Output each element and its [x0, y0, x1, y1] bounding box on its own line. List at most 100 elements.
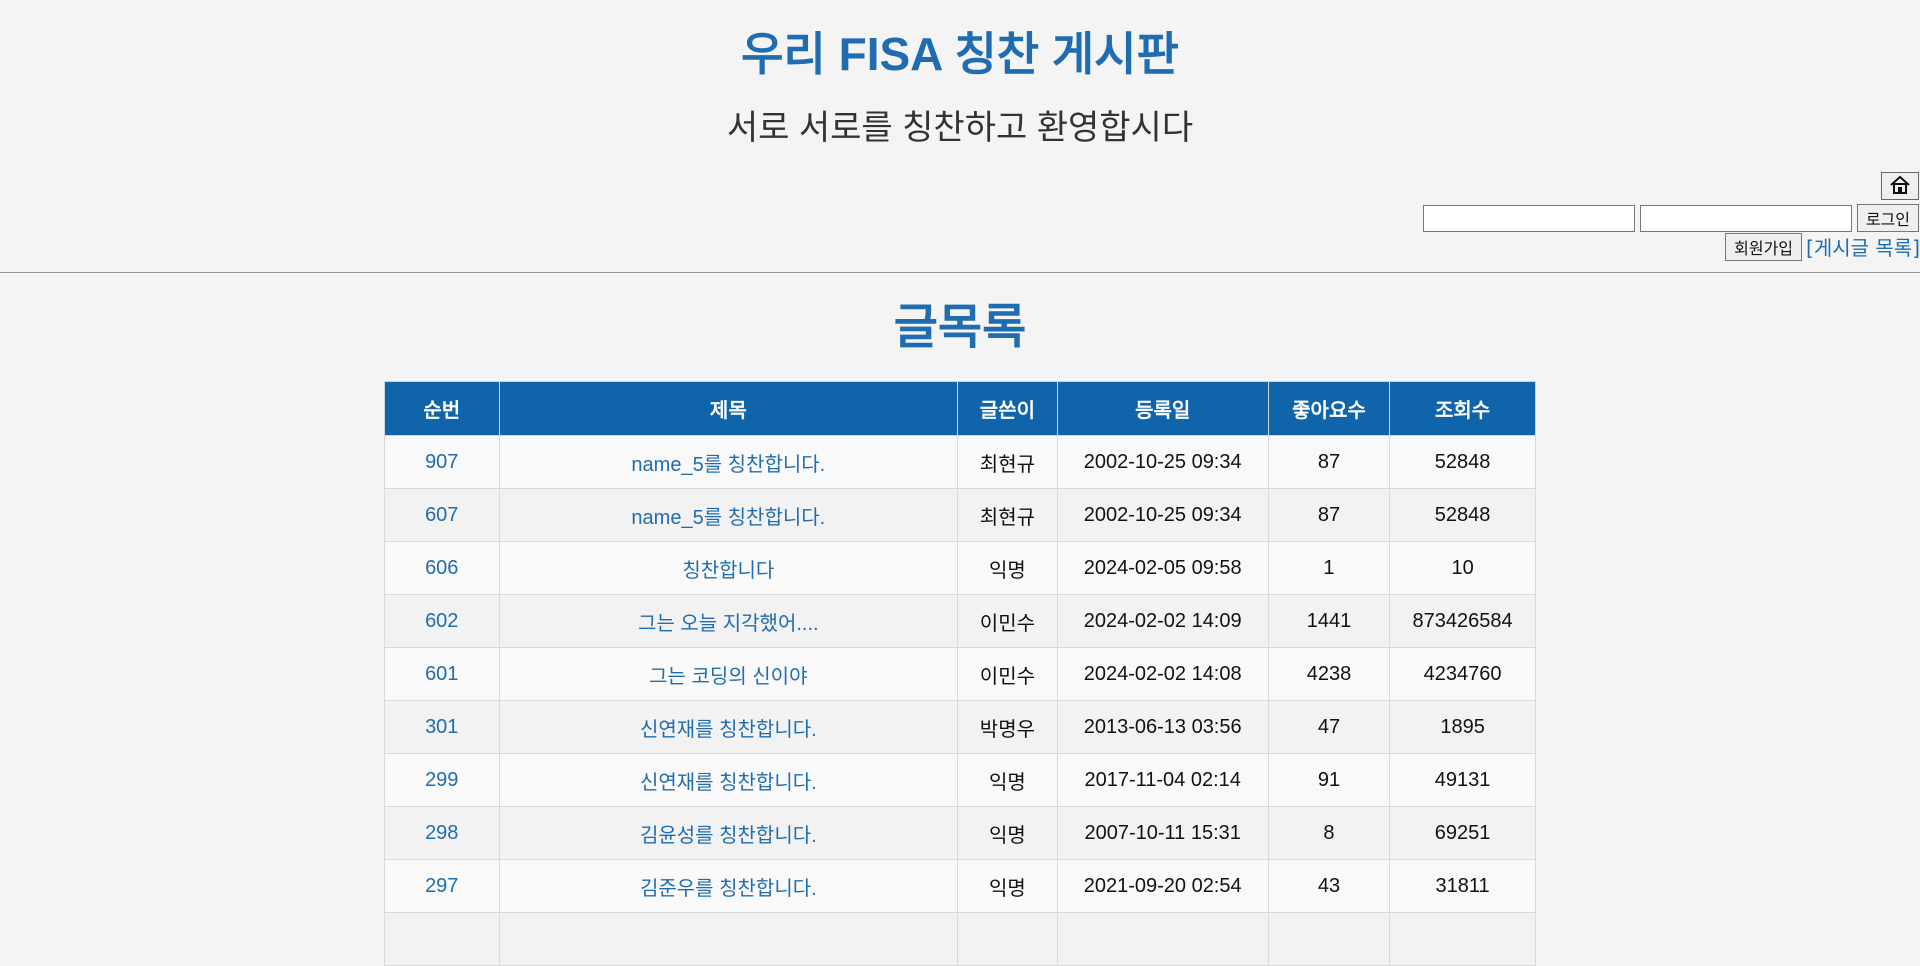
post-date: 2024-02-02 14:08: [1056, 647, 1269, 701]
post-title[interactable]: 김준우를 칭찬합니다.: [498, 859, 959, 913]
post-date: 2002-10-25 09:34: [1056, 488, 1269, 542]
post-number[interactable]: 601: [384, 647, 500, 701]
post-number[interactable]: 298: [384, 806, 500, 860]
post-title-link[interactable]: 신연재를 칭찬합니다.: [639, 718, 817, 741]
post-number[interactable]: 602: [384, 594, 500, 648]
table-row: 298 김윤성를 칭찬합니다. 익명 2007-10-11 15:31 8 69…: [384, 806, 1536, 860]
column-header-title: 제목: [498, 381, 959, 436]
home-icon: [1889, 175, 1911, 198]
table-row: 299 신연재를 칭찬합니다. 익명 2017-11-04 02:14 91 4…: [384, 753, 1536, 807]
post-likes: 1441: [1267, 594, 1391, 648]
post-views: 49131: [1389, 753, 1536, 807]
post-number[interactable]: 299: [384, 753, 500, 807]
post-title[interactable]: 그는 코딩의 신이야: [498, 647, 959, 701]
table-row: 301 신연재를 칭찬합니다. 박명우 2013-06-13 03:56 47 …: [384, 700, 1536, 754]
login-form: 로그인: [1422, 204, 1919, 232]
table-row: [384, 912, 1536, 966]
post-title-link[interactable]: 김윤성를 칭찬합니다.: [639, 824, 817, 847]
post-likes: 87: [1267, 488, 1391, 542]
post-title[interactable]: 신연재를 칭찬합니다.: [498, 753, 959, 807]
post-views: 31811: [1389, 859, 1536, 913]
post-writer: 박명우: [957, 700, 1058, 754]
login-button[interactable]: 로그인: [1856, 204, 1919, 232]
post-number-link[interactable]: 606: [425, 556, 459, 579]
post-date: 2024-02-05 09:58: [1056, 541, 1269, 595]
post-number[interactable]: [384, 912, 500, 966]
post-title[interactable]: name_5를 칭찬합니다.: [498, 488, 959, 542]
post-writer: 최현규: [957, 488, 1058, 542]
post-likes: 47: [1267, 700, 1391, 754]
post-writer: 익명: [957, 806, 1058, 860]
post-likes: 1: [1267, 541, 1391, 595]
column-header-number: 순번: [384, 381, 500, 436]
post-likes: 8: [1267, 806, 1391, 860]
post-views: 52848: [1389, 435, 1536, 489]
table-row: 297 김준우를 칭찬합니다. 익명 2021-09-20 02:54 43 3…: [384, 859, 1536, 913]
home-button[interactable]: [1881, 172, 1919, 200]
post-writer: 이민수: [957, 594, 1058, 648]
user-id-input[interactable]: [1422, 204, 1635, 232]
post-views: [1389, 912, 1536, 966]
post-number[interactable]: 607: [384, 488, 500, 542]
post-number-link[interactable]: 299: [425, 768, 459, 791]
post-writer: 익명: [957, 753, 1058, 807]
post-number[interactable]: 297: [384, 859, 500, 913]
post-number-link[interactable]: 297: [425, 874, 459, 897]
post-title-link[interactable]: name_5를 칭찬합니다.: [631, 453, 826, 476]
site-title: 우리 FISA 칭찬 게시판: [741, 28, 1179, 80]
board-list-link[interactable]: [게시글 목록]: [1806, 236, 1920, 260]
post-date: 2021-09-20 02:54: [1056, 859, 1269, 913]
post-number[interactable]: 301: [384, 700, 500, 754]
signup-button[interactable]: 회원가입: [1725, 232, 1803, 261]
site-subtitle: 서로 서로를 칭찬하고 환영합시다: [726, 109, 1194, 147]
post-title[interactable]: 칭찬합니다: [498, 541, 959, 595]
post-date: 2017-11-04 02:14: [1056, 753, 1269, 807]
post-title-link[interactable]: 김준우를 칭찬합니다.: [639, 877, 817, 900]
post-table: 순번 제목 글쓴이 등록일 좋아요수 조회수 907 name_5를 칭찬합니다…: [384, 381, 1536, 966]
post-number-link[interactable]: 602: [425, 609, 459, 632]
column-header-likes: 좋아요수: [1267, 381, 1391, 436]
post-likes: 4238: [1267, 647, 1391, 701]
post-writer: 익명: [957, 859, 1058, 913]
table-header-row: 순번 제목 글쓴이 등록일 좋아요수 조회수: [384, 381, 1536, 436]
post-title-link[interactable]: 신연재를 칭찬합니다.: [639, 771, 817, 794]
post-views: 4234760: [1389, 647, 1536, 701]
post-title[interactable]: 김윤성를 칭찬합니다.: [498, 806, 959, 860]
post-title-link[interactable]: 그는 오늘 지각했어....: [638, 612, 819, 635]
post-date: 2013-06-13 03:56: [1056, 700, 1269, 754]
post-writer: 최현규: [957, 435, 1058, 489]
post-number-link[interactable]: 298: [425, 821, 459, 844]
list-heading: 글목록: [893, 301, 1027, 354]
table-row: 606 칭찬합니다 익명 2024-02-05 09:58 1 10: [384, 541, 1536, 595]
table-row: 607 name_5를 칭찬합니다. 최현규 2002-10-25 09:34 …: [384, 488, 1536, 542]
post-title-link[interactable]: 그는 코딩의 신이야: [649, 665, 808, 688]
post-number[interactable]: 606: [384, 541, 500, 595]
post-number-link[interactable]: 607: [425, 503, 459, 526]
post-title[interactable]: [498, 912, 959, 966]
post-title-link[interactable]: name_5를 칭찬합니다.: [631, 506, 826, 529]
post-number-link[interactable]: 601: [425, 662, 459, 685]
column-header-date: 등록일: [1056, 381, 1269, 436]
page-header: 우리 FISA 칭찬 게시판 서로 서로를 칭찬하고 환영합시다 로그인 회원가…: [0, 0, 1920, 273]
signup-row: 회원가입 [게시글 목록]: [1725, 232, 1920, 261]
post-number-link[interactable]: 301: [425, 715, 459, 738]
table-row: 602 그는 오늘 지각했어.... 이민수 2024-02-02 14:09 …: [384, 594, 1536, 648]
post-number[interactable]: 907: [384, 435, 500, 489]
post-views: 52848: [1389, 488, 1536, 542]
post-date: 2007-10-11 15:31: [1056, 806, 1269, 860]
post-date: [1056, 912, 1269, 966]
post-title[interactable]: 신연재를 칭찬합니다.: [498, 700, 959, 754]
post-number-link[interactable]: 907: [425, 450, 459, 473]
post-title[interactable]: 그는 오늘 지각했어....: [498, 594, 959, 648]
post-likes: 91: [1267, 753, 1391, 807]
table-row: 907 name_5를 칭찬합니다. 최현규 2002-10-25 09:34 …: [384, 435, 1536, 489]
password-input[interactable]: [1639, 204, 1852, 232]
post-title-link[interactable]: 칭찬합니다: [682, 559, 775, 582]
post-writer: 이민수: [957, 647, 1058, 701]
post-title[interactable]: name_5를 칭찬합니다.: [498, 435, 959, 489]
post-writer: 익명: [957, 541, 1058, 595]
table-row: 601 그는 코딩의 신이야 이민수 2024-02-02 14:08 4238…: [384, 647, 1536, 701]
post-likes: [1267, 912, 1391, 966]
post-views: 69251: [1389, 806, 1536, 860]
post-views: 10: [1389, 541, 1536, 595]
